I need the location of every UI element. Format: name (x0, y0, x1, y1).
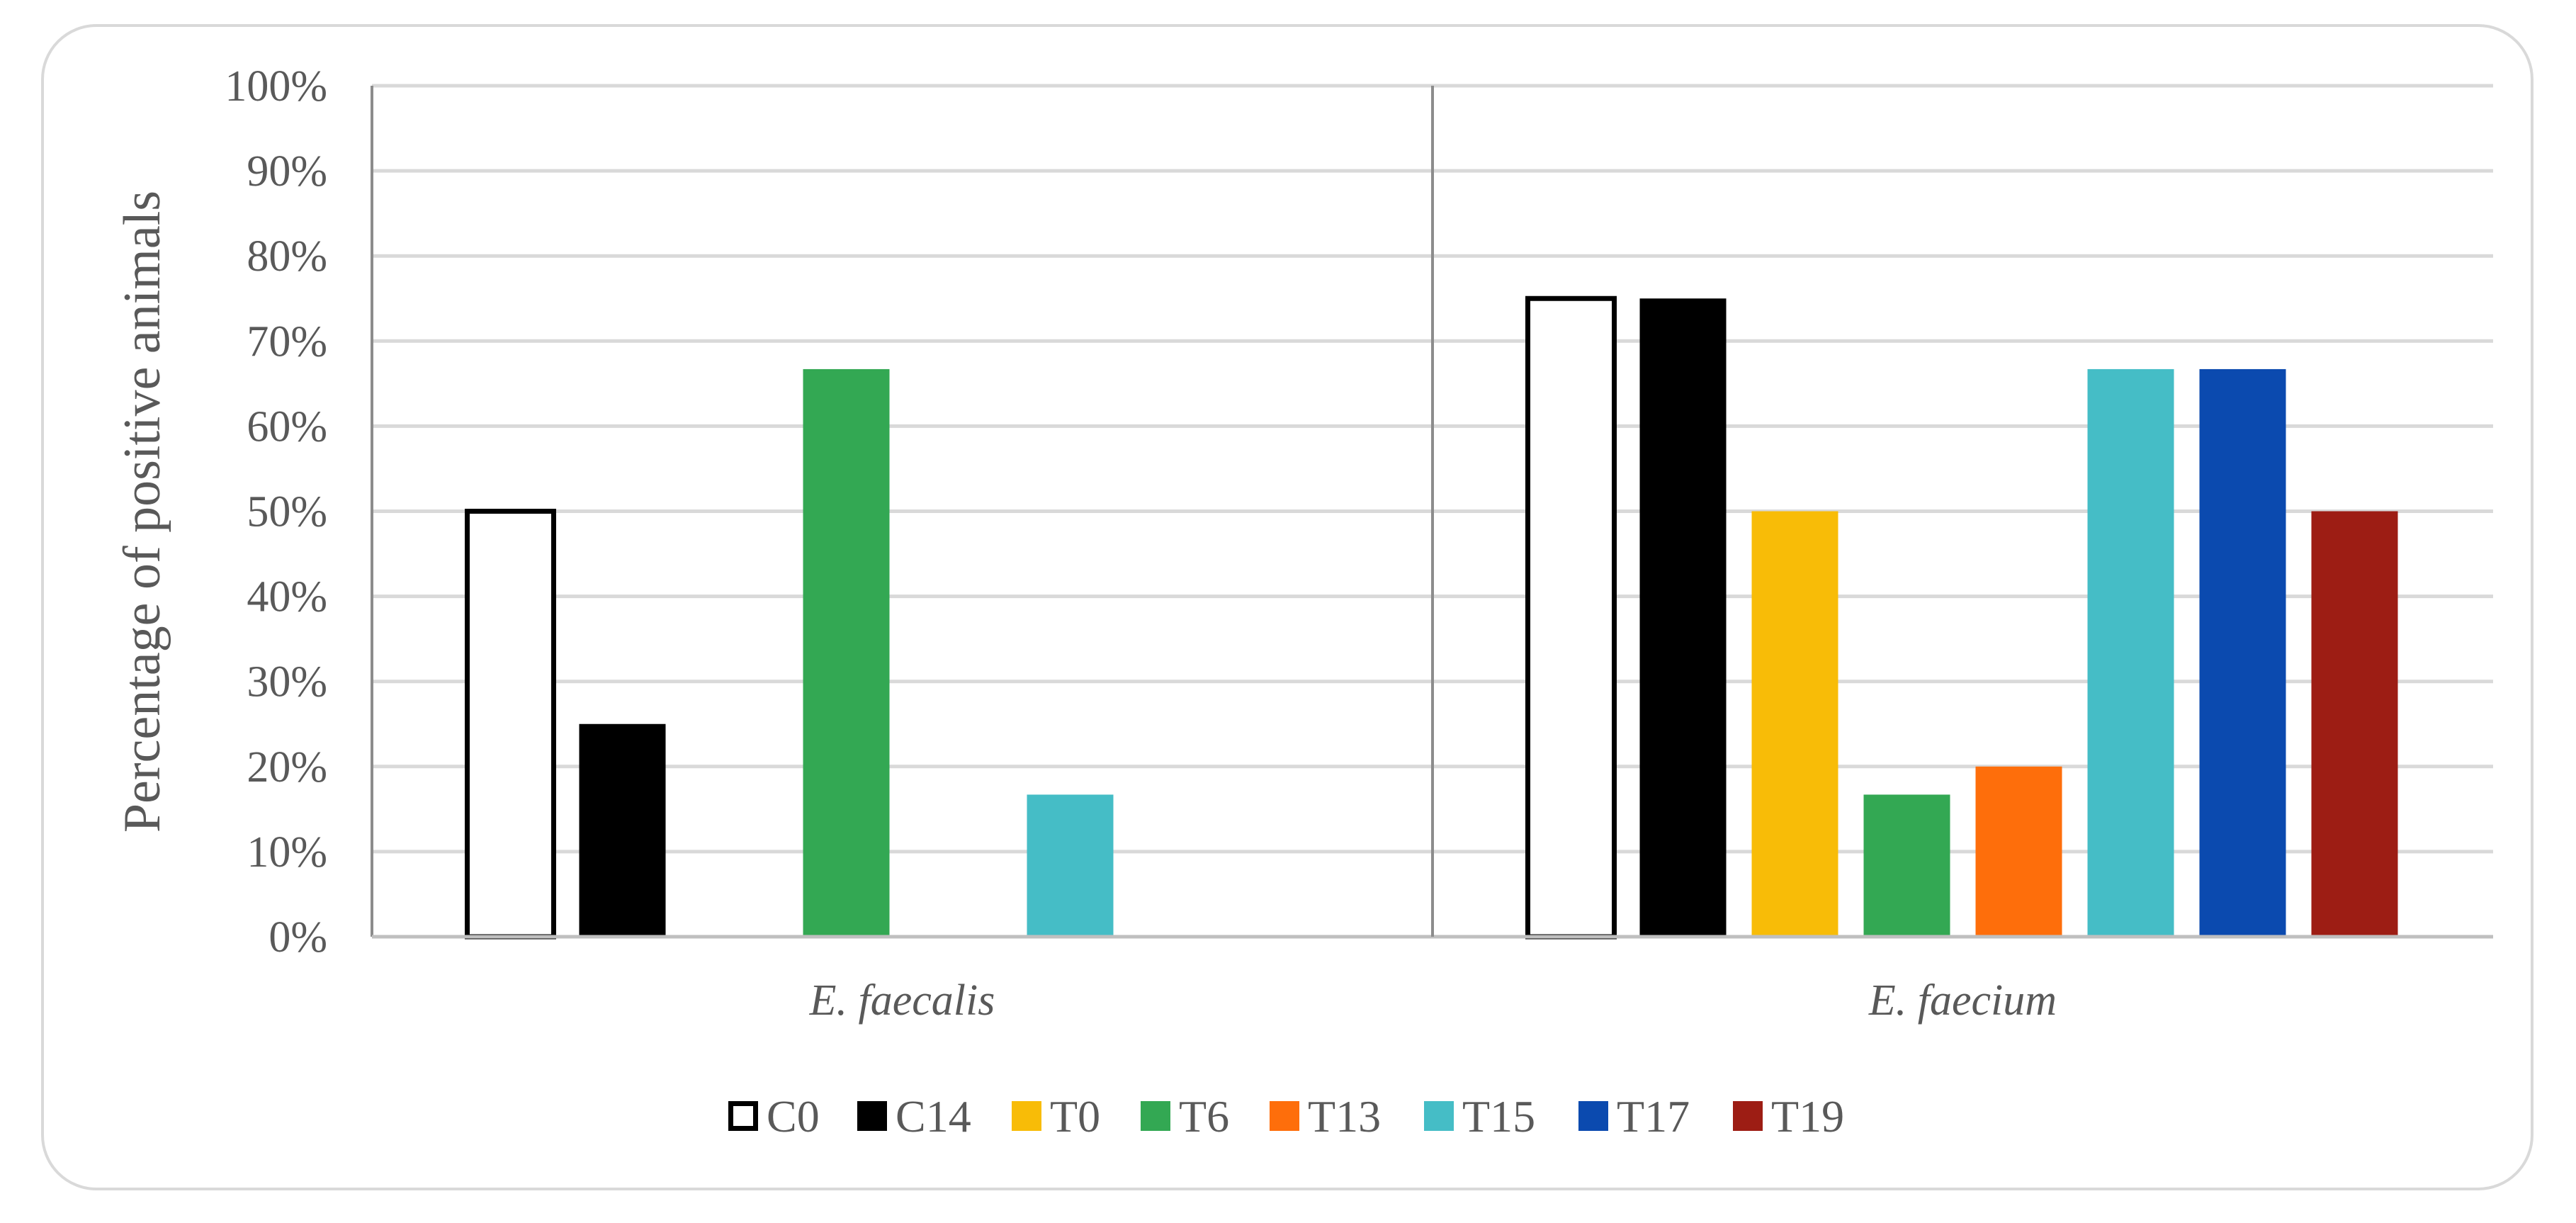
bar-t17 (2199, 368, 2286, 937)
legend-swatch-t19 (1733, 1101, 1763, 1131)
bar-t6 (1863, 794, 1950, 937)
legend-swatch-t0 (1012, 1101, 1041, 1131)
x-category-label: E. faecium (1868, 976, 2057, 1025)
x-category-label: E. faecalis (809, 976, 995, 1025)
y-tick-label: 30% (247, 658, 327, 706)
y-tick-label: 20% (247, 743, 327, 791)
bar-c14 (1639, 298, 1727, 937)
y-tick-label: 0% (269, 913, 327, 962)
legend-swatch-t15 (1424, 1101, 1454, 1131)
legend-swatch-t17 (1578, 1101, 1608, 1131)
bar-t15 (2087, 368, 2174, 937)
axes (371, 86, 2493, 939)
bar-t0 (1751, 511, 1838, 937)
legend-swatch-c14 (857, 1101, 887, 1131)
y-tick-label: 90% (247, 147, 327, 196)
bar-t19 (2311, 511, 2398, 937)
y-tick-label: 40% (247, 573, 327, 621)
y-tick-label: 100% (225, 62, 327, 111)
bar-c14 (579, 723, 666, 937)
y-tick-label: 80% (247, 232, 327, 281)
legend-label-t17: T17 (1617, 1091, 1690, 1142)
legend-label-t13: T13 (1308, 1091, 1381, 1142)
bar-t15 (1027, 794, 1114, 937)
bars (465, 295, 2398, 940)
y-axis-title: Percentage of positive animals (113, 191, 171, 833)
legend-label-t15: T15 (1462, 1091, 1535, 1142)
legend-label-t19: T19 (1771, 1091, 1844, 1142)
legend-label-t0: T0 (1050, 1091, 1100, 1142)
y-tick-label: 70% (247, 317, 327, 366)
legend-label-t6: T6 (1179, 1091, 1229, 1142)
x-category-labels: E. faecalis E. faecium (809, 976, 2057, 1025)
legend-swatch-c0 (728, 1101, 758, 1131)
y-tick-label: 60% (247, 402, 327, 451)
legend-label-c14: C14 (896, 1091, 971, 1142)
bar-t13 (1975, 766, 2062, 937)
bar-c0 (465, 509, 556, 940)
bar-t6 (803, 368, 890, 937)
y-tick-label: 10% (247, 828, 327, 877)
y-tick-labels: 0% 10% 20% 30% 40% 50% 60% 70% 80% 90% 100% (225, 62, 327, 962)
legend: C0 C14 T0 T6 T13 T15 T17 T19 (728, 1091, 1844, 1142)
legend-label-c0: C0 (767, 1091, 820, 1142)
legend-swatch-t6 (1141, 1101, 1170, 1131)
y-tick-label: 50% (247, 488, 327, 536)
legend-swatch-t13 (1270, 1101, 1299, 1131)
bar-c0 (1525, 295, 1617, 940)
